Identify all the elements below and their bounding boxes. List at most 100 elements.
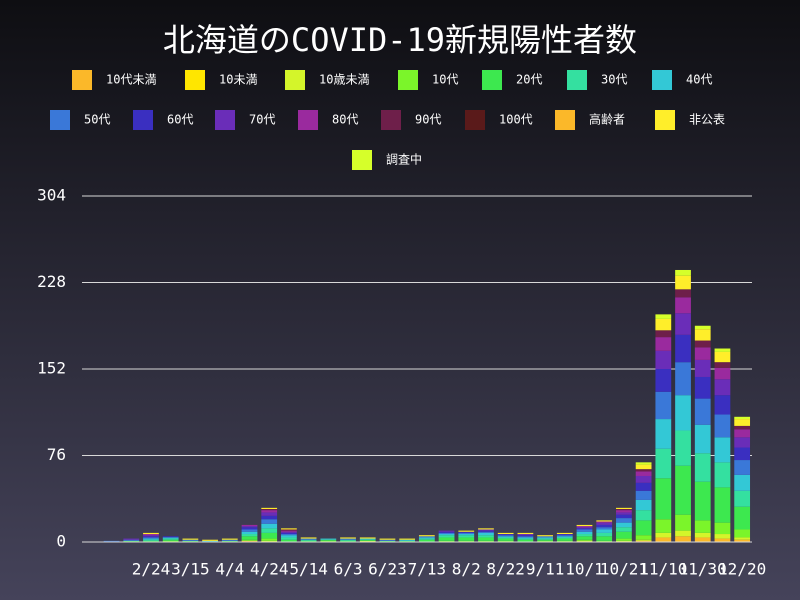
bar-segment [281, 529, 297, 531]
legend-swatch [298, 110, 318, 130]
bar-segment [734, 506, 751, 530]
bar-segment [241, 540, 258, 542]
bar-segment [399, 538, 416, 540]
legend-label: 80代 [332, 113, 358, 127]
bar-segment [694, 359, 711, 377]
bar-segment [694, 398, 711, 425]
bar-segment [418, 539, 435, 542]
bar-segment [694, 537, 711, 542]
legend-swatch [567, 70, 587, 90]
bar-segment [438, 534, 455, 536]
legend-label: 10代未満 [106, 73, 156, 87]
bar-segment [655, 337, 672, 351]
bar-segment [497, 540, 514, 542]
bar-segment [616, 531, 632, 539]
bar-segment [596, 521, 613, 523]
bar-segment [537, 538, 553, 540]
bar-segment [714, 395, 731, 415]
bar-segment [556, 534, 573, 536]
bar-segment [478, 530, 494, 532]
bar-segment [517, 532, 534, 535]
bar-segment [655, 537, 672, 542]
bar-segment [162, 536, 179, 538]
bar-segment [616, 510, 632, 513]
bar-segment [438, 532, 455, 535]
legend-swatch [133, 110, 153, 130]
bar-segment [714, 462, 731, 488]
bar-segment [596, 532, 613, 537]
bar-segment [714, 437, 731, 463]
bar-segment [694, 532, 711, 538]
bar-segment [241, 529, 258, 532]
bar-segment [162, 537, 179, 539]
bar-segment [123, 539, 140, 541]
bar-segment [655, 369, 672, 392]
bar-segment [261, 515, 278, 520]
bar-segment [596, 522, 613, 525]
bar-segment [300, 539, 317, 541]
legend-label: 100代 [499, 113, 533, 127]
bar-segment [734, 460, 751, 475]
legend-label: 60代 [167, 113, 193, 127]
bar-segment [635, 471, 652, 476]
bar-segment [221, 539, 238, 541]
bar-segment [478, 535, 494, 538]
legend-label: 50代 [84, 113, 110, 127]
bar-segment [320, 540, 337, 542]
bar-segment [497, 537, 514, 539]
bar-segment [655, 314, 672, 319]
bar-segment [675, 334, 691, 363]
bar-segment [675, 289, 691, 298]
legend-label: 40代 [686, 73, 712, 87]
bar-segment [143, 540, 159, 542]
chart-title: 北海道のCOVID-19新規陽性者数 [163, 21, 637, 59]
bar-segment [616, 507, 632, 509]
bar-segment [556, 536, 573, 538]
bar-segment [281, 532, 297, 535]
bar-segment [261, 510, 278, 513]
bar-segment [320, 539, 337, 541]
bar-segment [655, 318, 672, 331]
bar-segment [734, 490, 751, 507]
bar-segment [497, 535, 514, 537]
y-tick-label: 0 [56, 532, 66, 551]
bar-segment [556, 540, 573, 542]
bar-segment [478, 532, 494, 536]
bar-segment [241, 527, 258, 530]
bar-segment [359, 537, 376, 539]
legend-swatch [482, 70, 502, 90]
bar-segment [379, 540, 396, 542]
bar-segment [537, 539, 553, 541]
bar-segment [418, 537, 435, 539]
bar-segment [616, 527, 632, 532]
bar-segment [714, 367, 731, 380]
bar-segment [458, 537, 475, 541]
bar-segment [616, 522, 632, 528]
bar-segment [340, 540, 356, 542]
bar-segment [576, 529, 593, 532]
bar-segment [635, 464, 652, 470]
bar-segment [556, 532, 573, 535]
bar-segment [281, 537, 297, 540]
bar-segment [418, 535, 435, 537]
y-tick-label: 152 [37, 359, 66, 378]
bar-segment [261, 538, 278, 541]
x-tick-label: 3/15 [171, 560, 210, 579]
bar-segment [576, 536, 593, 540]
bar-segment [576, 534, 593, 537]
bar-segment [103, 540, 120, 542]
bar-segment [478, 528, 494, 530]
bar-segment [734, 419, 751, 426]
bar-segment [694, 325, 711, 330]
bar-segment [635, 520, 652, 536]
bar-segment [714, 351, 731, 363]
bar-segment [123, 540, 140, 542]
x-tick-label: 6/3 [334, 560, 363, 579]
bar-segment [694, 376, 711, 399]
legend-swatch [655, 110, 675, 130]
x-tick-label: 2/24 [132, 560, 171, 579]
bar-segment [478, 537, 494, 541]
bar-segment [734, 447, 751, 461]
bar-segment [635, 482, 652, 491]
bar-segment [221, 538, 238, 540]
